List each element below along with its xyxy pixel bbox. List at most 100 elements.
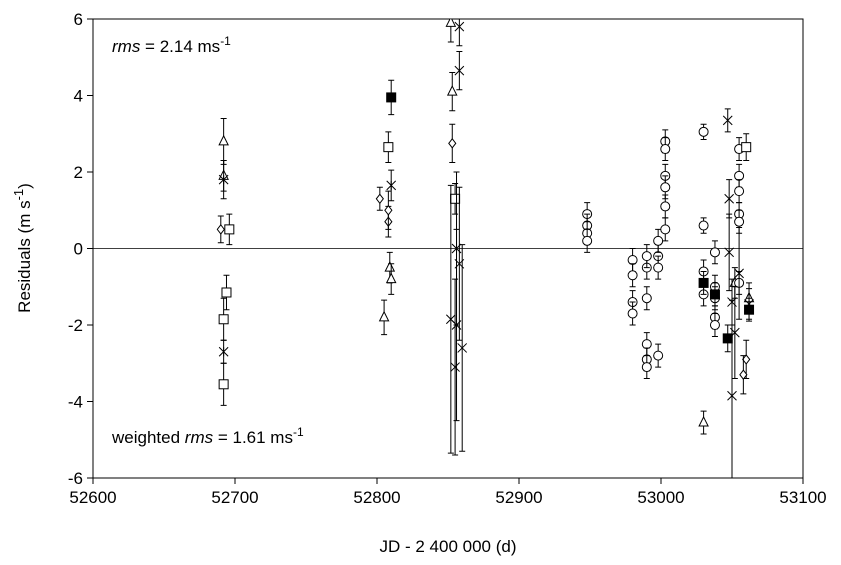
triangle <box>445 19 457 27</box>
y-tick-label: -2 <box>68 316 83 335</box>
circle <box>653 235 664 246</box>
data-point <box>218 346 229 357</box>
cross <box>734 268 744 279</box>
data-point <box>218 174 229 185</box>
diamond <box>216 224 225 235</box>
x-tick-label: 52700 <box>211 488 258 507</box>
diamond <box>384 204 393 216</box>
diamond <box>375 193 384 205</box>
plot-area <box>93 19 803 478</box>
circle <box>660 201 671 212</box>
data-point <box>741 142 752 153</box>
triangle <box>385 272 397 284</box>
data-point <box>627 308 638 319</box>
cross <box>454 21 465 32</box>
data-point <box>734 216 745 227</box>
data-point <box>224 224 235 235</box>
triangle <box>378 310 390 322</box>
square <box>218 314 229 325</box>
data-point <box>627 270 638 281</box>
data-point <box>729 327 740 338</box>
diamond <box>739 369 748 381</box>
x-tick-label: 53100 <box>779 488 826 507</box>
circle <box>641 339 652 350</box>
data-point <box>734 186 745 197</box>
circle <box>641 362 652 373</box>
circle <box>627 254 638 265</box>
data-point <box>660 182 671 193</box>
cross <box>724 193 735 204</box>
weighted-rms-annotation: weighted rms = 1.61 ms-1 <box>111 425 304 447</box>
square <box>722 333 733 344</box>
y-tick-label: 6 <box>74 10 83 29</box>
y-axis-label: Residuals (m s-1) <box>11 183 34 313</box>
data-point <box>582 235 593 246</box>
data-point <box>744 299 754 309</box>
circle <box>709 247 720 258</box>
y-tick-label: 2 <box>74 163 83 182</box>
data-point <box>451 243 462 254</box>
square <box>698 277 709 288</box>
circle <box>627 308 638 319</box>
data-point <box>653 235 664 246</box>
y-label-text: Residuals (m s <box>15 200 34 312</box>
data-point <box>218 134 229 146</box>
circle <box>698 126 709 137</box>
data-point <box>698 277 709 288</box>
data-point <box>660 144 671 155</box>
data-point <box>722 333 733 344</box>
cross <box>727 390 737 401</box>
data-point <box>454 21 465 32</box>
diamond <box>448 137 457 149</box>
x-tick-label: 52600 <box>69 488 116 507</box>
cross <box>457 343 468 353</box>
circle <box>653 262 664 273</box>
cross <box>722 115 733 126</box>
x-tick-label: 52900 <box>495 488 542 507</box>
asterisk <box>218 174 229 185</box>
data-point <box>727 297 737 307</box>
triangle <box>218 134 229 146</box>
asterisk <box>386 180 397 191</box>
data-point <box>450 193 461 204</box>
data-point <box>218 314 229 325</box>
data-point <box>734 268 744 279</box>
square <box>386 92 397 103</box>
data-point <box>216 224 225 235</box>
square <box>741 142 752 153</box>
data-point <box>384 204 393 216</box>
square <box>224 224 235 235</box>
circle <box>653 350 664 361</box>
x-tick-label: 53000 <box>637 488 684 507</box>
y-label-sup: -1 <box>11 189 26 201</box>
data-point <box>727 390 737 401</box>
rms-italic: rms <box>112 37 141 56</box>
wrms-sup: -1 <box>293 425 304 439</box>
data-point <box>448 137 457 149</box>
y-label-end: ) <box>15 183 34 189</box>
data-point <box>445 19 457 27</box>
data-point <box>641 339 652 350</box>
data-point <box>378 310 390 322</box>
circle <box>698 220 709 231</box>
data-point <box>698 415 709 427</box>
data-point <box>641 251 652 262</box>
data-point <box>386 92 397 103</box>
asterisk <box>727 297 737 307</box>
data-point <box>698 126 709 137</box>
square <box>709 289 720 300</box>
data-point <box>450 362 460 372</box>
data-point <box>653 262 664 273</box>
data-point <box>660 201 671 212</box>
circle <box>734 170 745 181</box>
triangle <box>384 261 396 272</box>
wrms-prefix: weighted <box>111 428 185 447</box>
circle <box>660 224 671 235</box>
data-point <box>734 170 745 181</box>
y-tick-label: 4 <box>74 87 83 106</box>
circle <box>660 182 671 193</box>
data-point <box>385 272 397 284</box>
data-point <box>383 142 394 153</box>
data-point <box>722 115 733 126</box>
data-point <box>384 261 396 272</box>
